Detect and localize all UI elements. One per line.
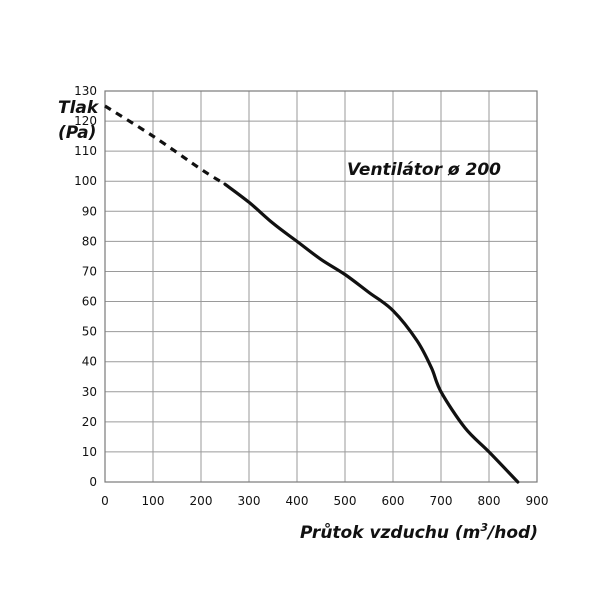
y-tick-label: 80 bbox=[82, 234, 97, 248]
chart-title: Ventilátor ø 200 bbox=[347, 160, 501, 180]
x-tick-labels: 0 100 200 300 400 500 600 700 800 900 bbox=[101, 494, 548, 508]
grid bbox=[104, 90, 538, 483]
y-tick-label: 40 bbox=[82, 355, 97, 369]
series bbox=[104, 104, 520, 484]
y-tick-label: 110 bbox=[74, 144, 97, 158]
series-line-dashed bbox=[104, 104, 226, 186]
y-tick-label: 90 bbox=[82, 204, 97, 218]
y-tick-label: 0 bbox=[89, 475, 97, 489]
x-tick-label: 500 bbox=[334, 494, 357, 508]
y-tick-label: 70 bbox=[82, 264, 97, 278]
y-axis-title-line2: (Pa) bbox=[58, 123, 96, 143]
series-line-solid bbox=[223, 182, 520, 484]
x-tick-label: 400 bbox=[286, 494, 309, 508]
x-tick-label: 0 bbox=[101, 494, 109, 508]
x-tick-label: 800 bbox=[478, 494, 501, 508]
y-tick-label: 100 bbox=[74, 174, 97, 188]
y-tick-labels: 0 10 20 30 40 50 60 70 80 90 100 110 120 130 bbox=[74, 84, 97, 489]
x-axis-title-end: /hod) bbox=[486, 523, 538, 543]
x-tick-label: 600 bbox=[382, 494, 405, 508]
x-axis-title: Průtok vzduchu (m3/hod) bbox=[300, 521, 538, 543]
y-axis-title-line1: Tlak bbox=[58, 98, 100, 118]
y-tick-label: 50 bbox=[82, 325, 97, 339]
x-tick-label: 900 bbox=[526, 494, 549, 508]
x-tick-label: 200 bbox=[190, 494, 213, 508]
x-tick-label: 700 bbox=[430, 494, 453, 508]
plot-frame bbox=[104, 90, 538, 483]
x-axis-title-main: Průtok vzduchu (m bbox=[300, 522, 480, 543]
y-tick-label: 120 bbox=[74, 114, 97, 128]
x-tick-label: 100 bbox=[142, 494, 165, 508]
y-tick-label: 60 bbox=[82, 295, 97, 309]
y-tick-label: 130 bbox=[74, 84, 97, 98]
x-axis-title-superscript: 3 bbox=[480, 521, 488, 534]
y-tick-label: 30 bbox=[82, 385, 97, 399]
x-tick-label: 300 bbox=[238, 494, 261, 508]
y-tick-label: 20 bbox=[82, 415, 97, 429]
y-tick-label: 10 bbox=[82, 445, 97, 459]
